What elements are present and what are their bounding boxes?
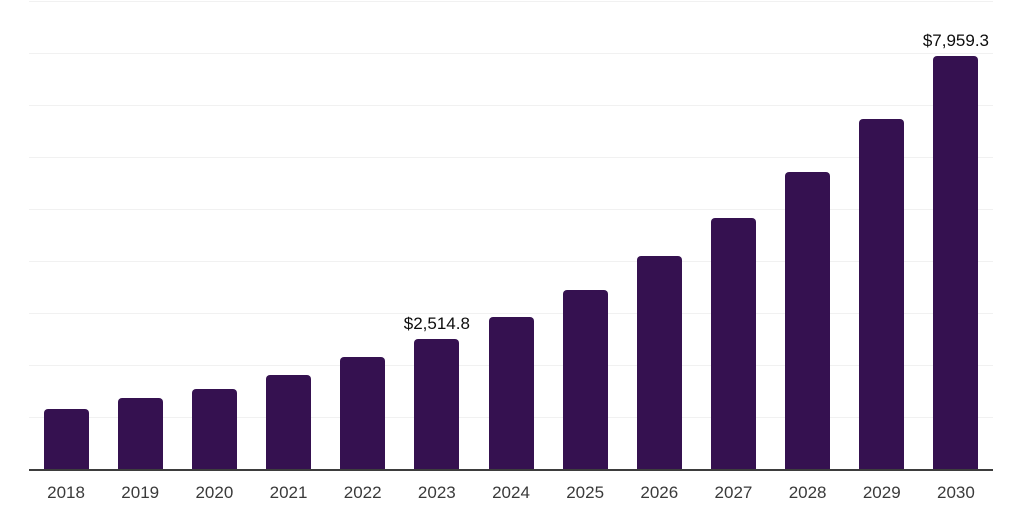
plot-area: $2,514.8 $7,959.3 <box>29 1 993 470</box>
bar-2025 <box>562 290 608 470</box>
gridline <box>29 209 993 210</box>
x-axis-label-2025: 2025 <box>566 483 605 502</box>
x-axis-label-2030: 2030 <box>937 483 975 502</box>
gridline <box>29 105 993 106</box>
bar-value-label-2030: $7,959.3 <box>922 31 990 51</box>
x-axis-label-2020: 2020 <box>195 483 234 502</box>
x-axis-label-2018: 2018 <box>47 483 85 502</box>
bar-2026 <box>636 256 682 470</box>
bar-2030 <box>933 56 979 470</box>
bar-2023 <box>414 339 460 470</box>
x-axis-label-2021: 2021 <box>269 483 308 502</box>
x-axis-label-2028: 2028 <box>788 483 827 502</box>
bar-2022 <box>340 357 386 470</box>
gridline <box>29 1 993 2</box>
bar-2028 <box>785 172 831 470</box>
x-axis-label-2023: 2023 <box>417 483 456 502</box>
bar-2029 <box>859 118 905 470</box>
gridline <box>29 53 993 54</box>
gridline <box>29 313 993 314</box>
bar-2019 <box>117 398 163 470</box>
bar-2018 <box>43 408 89 470</box>
x-axis-label-2022: 2022 <box>343 483 382 502</box>
x-axis-label-2026: 2026 <box>640 483 679 502</box>
bar-2027 <box>710 217 756 470</box>
x-axis-label-2029: 2029 <box>862 483 901 502</box>
bar-2024 <box>488 316 534 470</box>
x-axis-label-2027: 2027 <box>714 483 753 502</box>
gridline <box>29 157 993 158</box>
bar-value-label-2023: $2,514.8 <box>403 314 470 334</box>
x-axis-label-2024: 2024 <box>492 483 530 502</box>
bar-2020 <box>191 388 237 470</box>
x-axis-label-2019: 2019 <box>121 483 160 502</box>
gridline <box>29 261 993 262</box>
bar-2021 <box>266 375 312 470</box>
x-axis-line <box>29 469 993 471</box>
